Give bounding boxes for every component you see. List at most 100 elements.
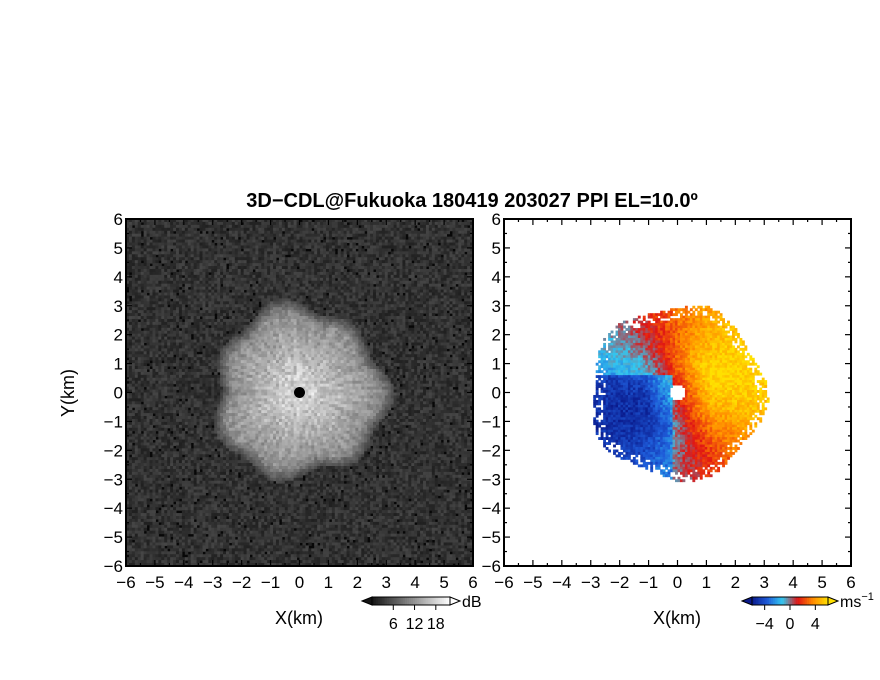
reflectivity-cell: [131, 236, 136, 241]
reflectivity-cell: [393, 263, 398, 267]
reflectivity-cell: [164, 248, 168, 252]
reflectivity-cell: [220, 254, 224, 258]
reflectivity-cell: [399, 307, 403, 311]
reflectivity-cell: [352, 277, 356, 282]
reflectivity-cell: [228, 221, 233, 226]
reflectivity-cell: [196, 257, 201, 261]
reflectivity-cell: [311, 292, 315, 296]
reflectivity-cell: [161, 321, 165, 326]
reflectivity-cell: [293, 301, 298, 305]
reflectivity-cell: [281, 324, 286, 329]
reflectivity-cell: [302, 316, 306, 320]
reflectivity-cell: [296, 339, 300, 344]
reflectivity-cell: [446, 330, 450, 335]
reflectivity-cell: [270, 292, 274, 296]
reflectivity-cell: [126, 280, 130, 285]
reflectivity-cell: [220, 280, 224, 285]
reflectivity-cell: [305, 268, 309, 273]
reflectivity-cell: [240, 254, 245, 258]
reflectivity-cell: [390, 277, 395, 282]
reflectivity-cell: [270, 242, 274, 246]
reflectivity-cell: [346, 286, 350, 291]
reflectivity-cell: [134, 230, 139, 235]
reflectivity-cell: [237, 230, 242, 235]
reflectivity-cell: [393, 219, 398, 223]
reflectivity-cell: [314, 239, 318, 244]
reflectivity-cell: [164, 219, 168, 223]
reflectivity-cell: [220, 245, 224, 249]
reflectivity-cell: [414, 257, 418, 261]
reflectivity-cell: [261, 339, 265, 344]
reflectivity-cell: [187, 304, 192, 308]
reflectivity-cell: [202, 283, 206, 288]
reflectivity-cell: [284, 336, 289, 341]
reflectivity-cell: [252, 271, 256, 276]
reflectivity-cell: [284, 316, 289, 320]
reflectivity-cell: [434, 289, 439, 294]
reflectivity-cell: [205, 304, 209, 308]
reflectivity-cell: [281, 313, 286, 317]
reflectivity-cell: [243, 298, 248, 302]
reflectivity-cell: [305, 236, 309, 241]
reflectivity-cell: [284, 310, 289, 314]
reflectivity-cell: [367, 280, 371, 285]
reflectivity-cell: [464, 221, 468, 226]
reflectivity-cell: [211, 301, 215, 305]
reflectivity-cell: [325, 224, 330, 229]
reflectivity-cell: [428, 277, 433, 282]
reflectivity-cell: [211, 233, 215, 238]
reflectivity-cell: [240, 224, 245, 229]
reflectivity-cell: [455, 286, 459, 291]
reflectivity-cell: [346, 345, 350, 349]
reflectivity-cell: [325, 313, 330, 317]
reflectivity-cell: [378, 221, 383, 226]
reflectivity-cell: [214, 286, 218, 291]
reflectivity-cell: [205, 310, 209, 314]
reflectivity-cell: [470, 313, 473, 317]
reflectivity-cell: [308, 268, 312, 273]
reflectivity-cell: [134, 277, 139, 282]
reflectivity-cell: [384, 342, 389, 346]
reflectivity-cell: [275, 333, 280, 338]
reflectivity-cell: [173, 310, 177, 314]
reflectivity-cell: [281, 292, 286, 296]
reflectivity-cell: [367, 224, 371, 229]
reflectivity-cell: [220, 304, 224, 308]
reflectivity-cell: [396, 242, 400, 246]
reflectivity-cell: [399, 257, 403, 261]
reflectivity-cell: [349, 230, 353, 235]
reflectivity-cell: [340, 307, 345, 311]
reflectivity-cell: [317, 268, 321, 273]
reflectivity-cell: [464, 227, 468, 232]
reflectivity-cell: [375, 254, 380, 258]
reflectivity-cell: [455, 251, 459, 255]
reflectivity-cell: [355, 307, 359, 311]
reflectivity-cell: [284, 245, 289, 249]
reflectivity-cell: [352, 292, 356, 296]
reflectivity-cell: [308, 307, 312, 311]
reflectivity-cell: [178, 277, 183, 282]
reflectivity-cell: [420, 239, 424, 244]
reflectivity-cell: [208, 307, 212, 311]
reflectivity-cell: [423, 254, 427, 258]
reflectivity-cell: [167, 327, 171, 332]
reflectivity-cell: [249, 233, 253, 238]
reflectivity-cell: [231, 242, 236, 246]
reflectivity-cell: [305, 251, 309, 255]
reflectivity-cell: [223, 333, 227, 338]
reflectivity-cell: [328, 286, 333, 291]
reflectivity-cell: [367, 277, 371, 282]
reflectivity-cell: [425, 280, 430, 285]
reflectivity-cell: [231, 295, 236, 299]
reflectivity-cell: [308, 330, 312, 335]
reflectivity-cell: [314, 271, 318, 276]
reflectivity-cell: [425, 345, 430, 349]
reflectivity-cell: [308, 230, 312, 235]
reflectivity-cell: [228, 242, 233, 246]
reflectivity-cell: [281, 242, 286, 246]
reflectivity-cell: [414, 339, 418, 344]
reflectivity-cell: [155, 274, 159, 279]
reflectivity-cell: [137, 271, 142, 276]
reflectivity-cell: [134, 257, 139, 261]
reflectivity-cell: [237, 316, 242, 320]
